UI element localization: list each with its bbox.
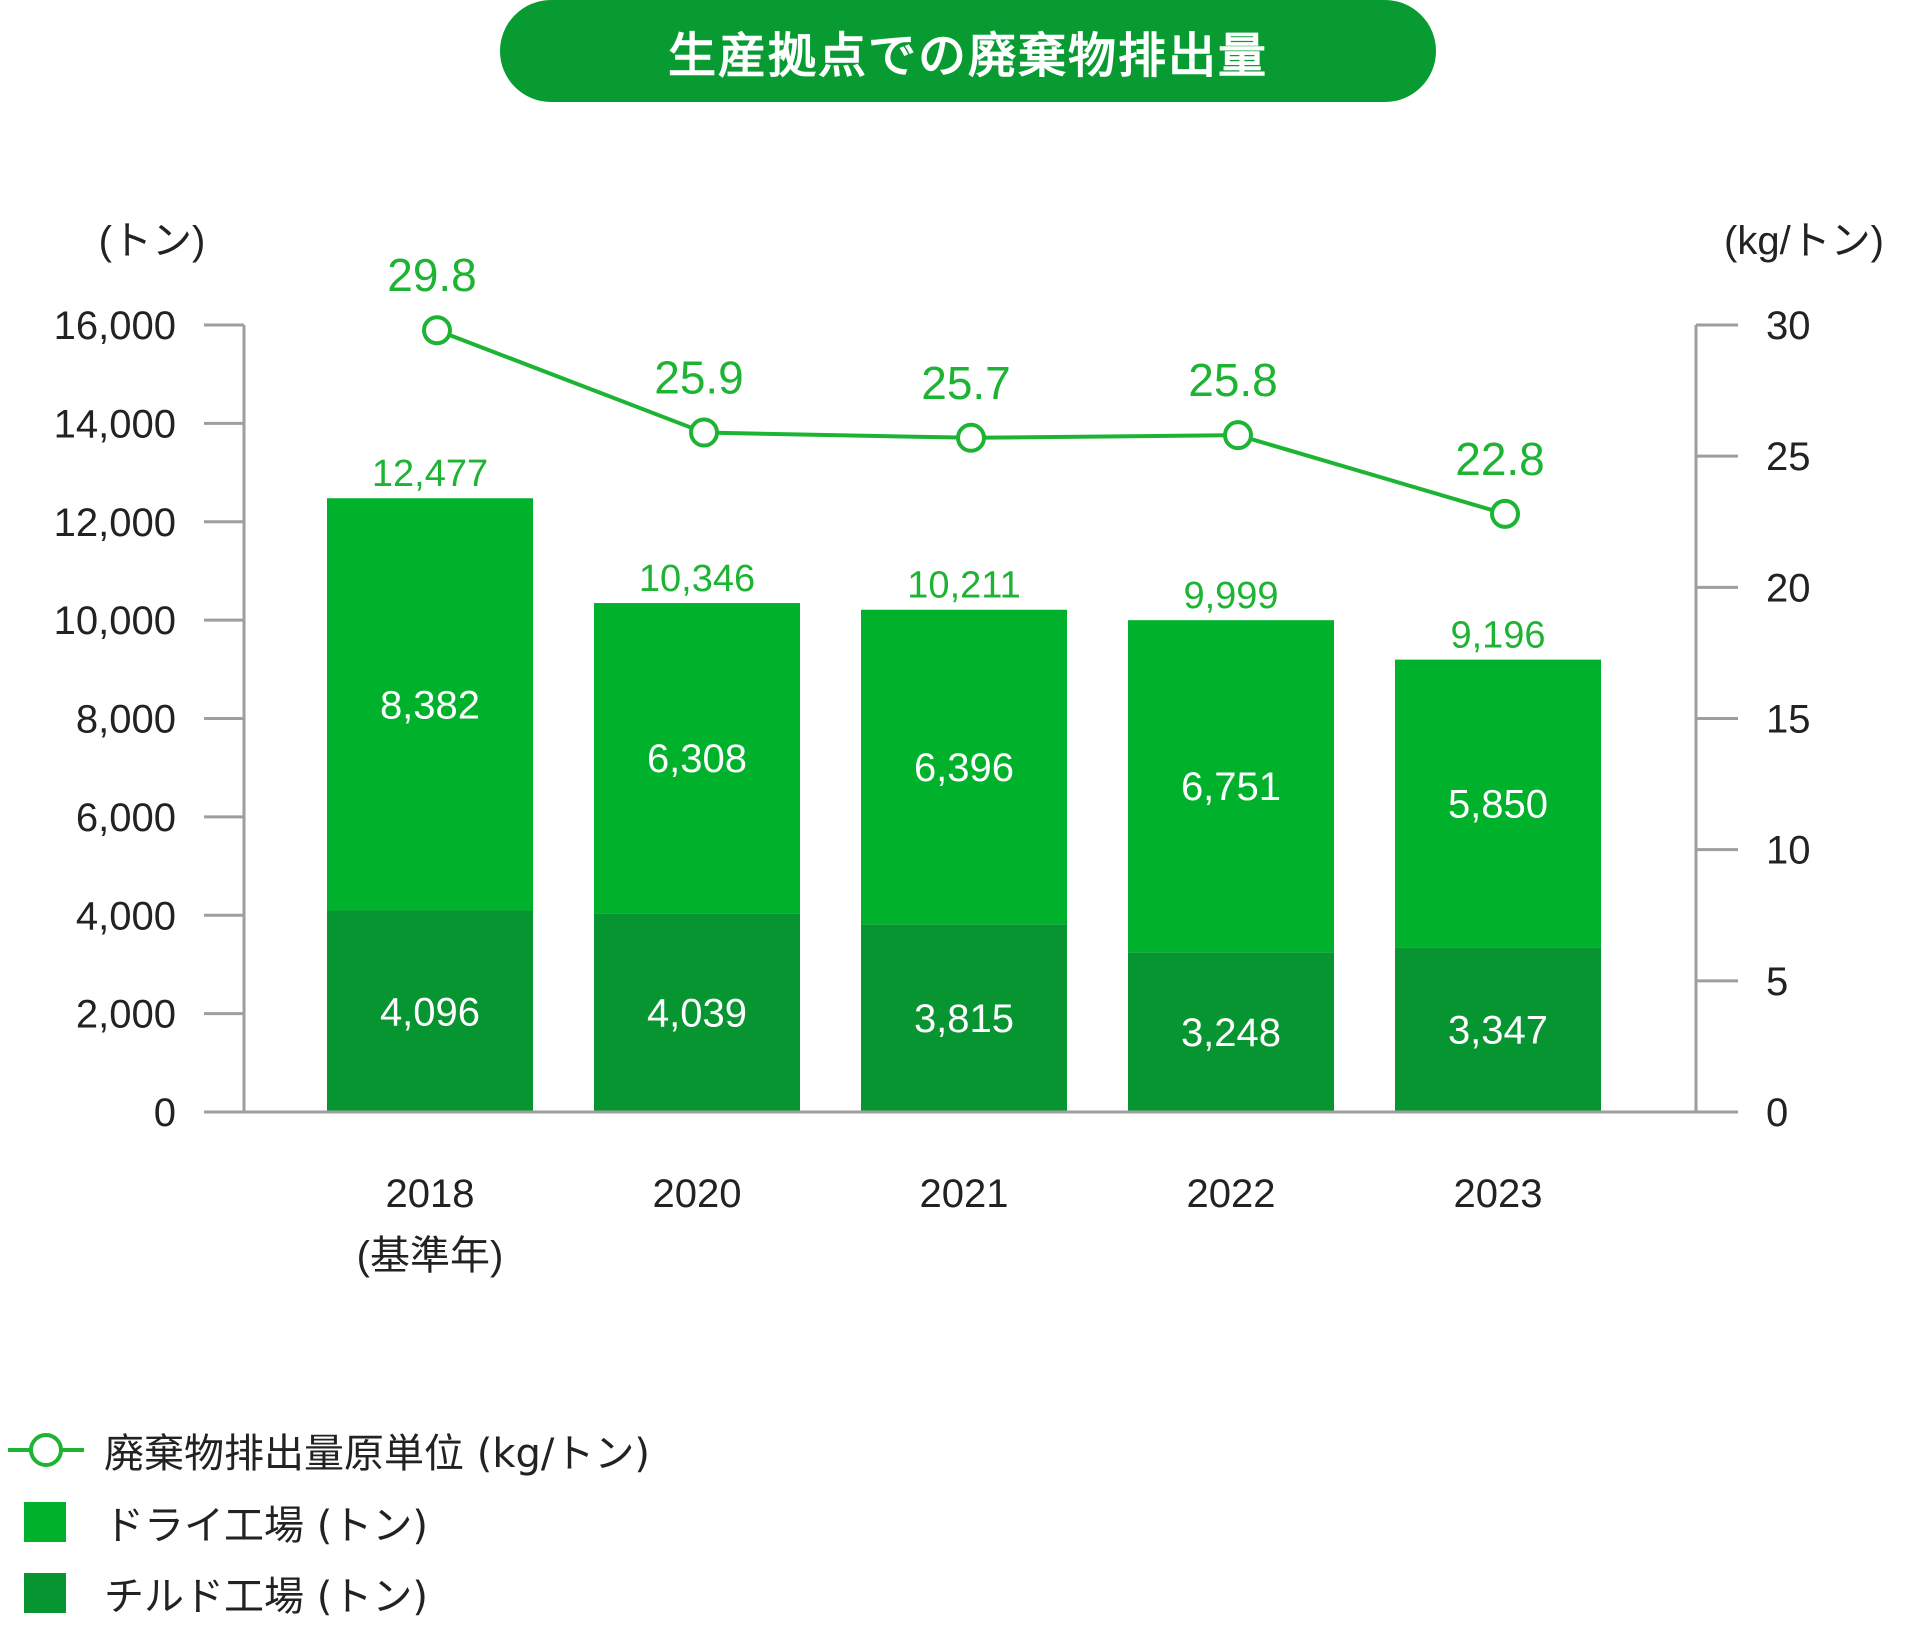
bar-chilled bbox=[1395, 947, 1601, 1112]
left-tick-label: 14,000 bbox=[54, 402, 176, 446]
bar-chilled bbox=[861, 924, 1067, 1112]
x-tick-label: 2021 bbox=[920, 1172, 1009, 1216]
bar-dry bbox=[327, 498, 533, 911]
bar-chilled bbox=[327, 910, 533, 1112]
bar-dry bbox=[861, 609, 1067, 925]
bar-dry-label: 6,396 bbox=[914, 746, 1014, 790]
bar-dry-label: 8,382 bbox=[380, 683, 480, 727]
legend-label-intensity: 廃棄物排出量原単位 (kg/トン) bbox=[104, 1431, 650, 1477]
right-tick-label: 25 bbox=[1766, 435, 1811, 479]
legend-swatch-chilled bbox=[24, 1573, 66, 1613]
right-tick-label: 15 bbox=[1766, 698, 1811, 742]
bar-total-label: 10,346 bbox=[639, 558, 755, 600]
bar-dry-label: 5,850 bbox=[1448, 782, 1548, 826]
right-tick-label: 20 bbox=[1766, 566, 1811, 610]
left-tick-label: 16,000 bbox=[54, 304, 176, 348]
left-tick-label: 2,000 bbox=[76, 993, 176, 1037]
x-tick-label: 2022 bbox=[1187, 1172, 1276, 1216]
bar-chilled-label: 3,248 bbox=[1181, 1011, 1281, 1055]
intensity-label: 25.9 bbox=[654, 352, 744, 404]
bar-chilled bbox=[594, 913, 800, 1112]
bar-chilled-label: 4,096 bbox=[380, 990, 480, 1034]
intensity-point bbox=[1223, 420, 1253, 451]
right-axis-title: (kg/トン) bbox=[1724, 219, 1884, 263]
legend-item-dry: ドライ工場 (トン) bbox=[0, 1497, 428, 1549]
right-tick-label: 0 bbox=[1766, 1091, 1788, 1135]
bar-dry-label: 6,308 bbox=[647, 737, 747, 781]
left-tick-label: 12,000 bbox=[54, 501, 176, 545]
left-tick-label: 4,000 bbox=[76, 894, 176, 938]
x-tick-label: 2023 bbox=[1454, 1172, 1543, 1216]
left-axis-title: (トン) bbox=[99, 219, 206, 263]
chart-title: 生産拠点での廃棄物排出量 bbox=[500, 0, 1436, 102]
legend-item-intensity: 廃棄物排出量原単位 (kg/トン) bbox=[0, 1425, 650, 1477]
legend-line-circle-icon bbox=[8, 1433, 84, 1467]
legend-label-chilled: チルド工場 (トン) bbox=[104, 1574, 428, 1620]
left-tick-label: 10,000 bbox=[54, 599, 176, 643]
bar-chilled-label: 3,347 bbox=[1448, 1009, 1548, 1053]
left-tick-label: 0 bbox=[154, 1091, 176, 1135]
legend-item-chilled: チルド工場 (トン) bbox=[0, 1568, 428, 1620]
bar-total-label: 9,999 bbox=[1183, 575, 1278, 617]
x-tick-label: 2020 bbox=[653, 1172, 742, 1216]
left-tick-label: 6,000 bbox=[76, 796, 176, 840]
legend-label-dry: ドライ工場 (トン) bbox=[104, 1503, 428, 1549]
intensity-label: 22.8 bbox=[1455, 433, 1545, 485]
bar-dry bbox=[1395, 659, 1601, 948]
intensity-point bbox=[422, 315, 452, 346]
right-tick-label: 10 bbox=[1766, 829, 1811, 873]
right-tick-label: 5 bbox=[1766, 960, 1788, 1004]
intensity-point bbox=[1490, 498, 1520, 529]
bar-chilled-label: 4,039 bbox=[647, 992, 747, 1036]
bar-dry-label: 6,751 bbox=[1181, 765, 1281, 809]
right-tick-label: 30 bbox=[1766, 304, 1811, 348]
chart-svg: (トン) (kg/トン) 0 2,000 4,000 6,000 8,000 10,000 12… bbox=[54, 219, 1884, 1278]
bar-dry bbox=[594, 603, 800, 914]
intensity-label: 25.8 bbox=[1188, 354, 1278, 406]
legend-swatch-dry bbox=[24, 1502, 66, 1542]
bar-dry bbox=[1128, 620, 1334, 953]
intensity-label: 29.8 bbox=[387, 249, 477, 301]
x-tick-label: 2018 (基準年) bbox=[357, 1172, 504, 1278]
intensity-point bbox=[689, 417, 719, 448]
bar-total-label: 9,196 bbox=[1450, 615, 1545, 657]
intensity-label: 25.7 bbox=[921, 357, 1011, 409]
bar-total-label: 10,211 bbox=[907, 565, 1020, 607]
intensity-point bbox=[956, 422, 986, 453]
left-tick-label: 8,000 bbox=[76, 698, 176, 742]
bar-chilled-label: 3,815 bbox=[914, 997, 1014, 1041]
bar-total-label: 12,477 bbox=[372, 453, 488, 495]
bar-chilled bbox=[1128, 952, 1334, 1112]
